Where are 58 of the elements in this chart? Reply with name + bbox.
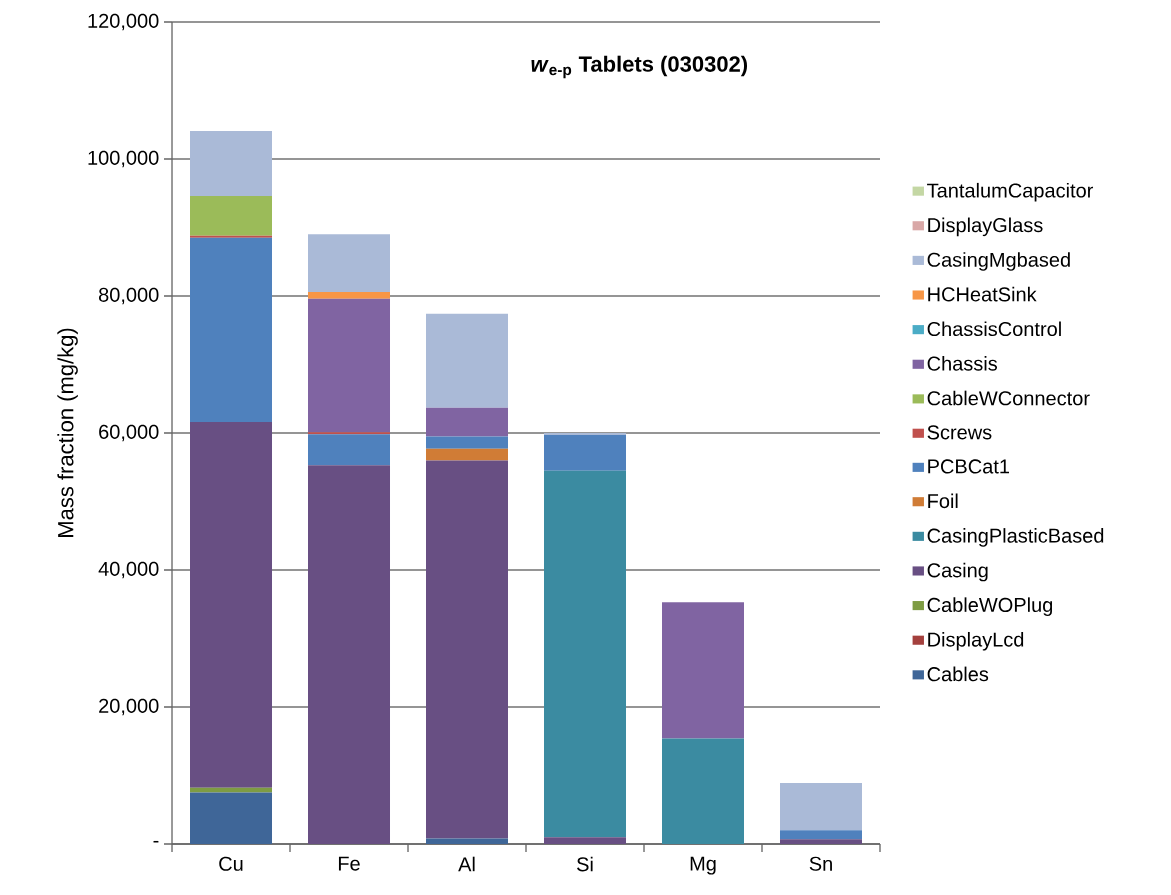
- bar: [426, 448, 508, 461]
- bar: [308, 432, 391, 435]
- bar: [308, 298, 391, 433]
- bar: [190, 787, 272, 793]
- bar: [544, 432, 626, 436]
- legend-label: DisplayLcd: [928, 631, 1024, 651]
- y-tick-label: 100,000: [88, 150, 159, 168]
- bar: [662, 602, 744, 739]
- bar: [190, 422, 272, 788]
- bar: [308, 465, 391, 844]
- legend-label: CasingPlasticBased: [927, 528, 1104, 547]
- y-tick-label: 60,000: [99, 424, 159, 442]
- bar: [308, 291, 391, 299]
- bar: [308, 434, 391, 466]
- y-tick-label: 20,000: [99, 698, 159, 716]
- legend-label: Chassis: [927, 356, 998, 371]
- legend-label: Casing: [927, 562, 988, 582]
- bar: [426, 313, 508, 408]
- x-tick-label: Sn: [809, 856, 832, 871]
- x-tick-label: Mg: [690, 856, 716, 875]
- bar: [780, 783, 862, 831]
- legend-label: CasingMgbased: [927, 252, 1070, 271]
- bar: [308, 234, 391, 292]
- legend-label: ChassisControl: [927, 321, 1061, 337]
- legend-label: PCBCat1: [928, 459, 1010, 474]
- legend-label: HCHeatSink: [928, 286, 1037, 302]
- bar: [780, 830, 862, 840]
- bar: [190, 792, 272, 844]
- y-tick-label: 40,000: [98, 561, 159, 579]
- bar: [190, 195, 272, 236]
- x-tick-label: Al: [458, 856, 475, 872]
- x-tick-label: Si: [577, 856, 593, 872]
- y-tick-label: -: [153, 840, 159, 843]
- legend-label: CableWConnector: [927, 390, 1090, 406]
- legend-label: TantalumCapacitor: [927, 182, 1094, 202]
- bar: [426, 460, 508, 839]
- bar: [190, 130, 272, 196]
- bar: [190, 237, 272, 423]
- x-tick-label: Cu: [219, 856, 243, 871]
- y-tick-label: 80,000: [99, 287, 159, 305]
- bar: [662, 738, 744, 844]
- bar: [426, 407, 508, 437]
- legend-label: DisplayGlass: [928, 217, 1043, 237]
- legend-label: Screws: [927, 425, 992, 440]
- bar: [544, 837, 626, 844]
- bar: [190, 235, 272, 238]
- legend-label: Foil: [928, 493, 958, 509]
- text: w$_{e-p}$ Tablets (030302): [531, 55, 748, 79]
- bar: [780, 839, 862, 844]
- y-tick-label: 120,000: [88, 13, 159, 31]
- y-axis-title: Mass fraction (mg/kg): [57, 328, 78, 537]
- legend-label: CableWOPlug: [927, 597, 1053, 616]
- x-tick-label: Fe: [338, 856, 360, 871]
- bar: [544, 435, 626, 471]
- bar: [426, 838, 508, 844]
- legend-label: Cables: [927, 666, 989, 682]
- bar: [426, 436, 508, 449]
- bar: [544, 470, 626, 838]
